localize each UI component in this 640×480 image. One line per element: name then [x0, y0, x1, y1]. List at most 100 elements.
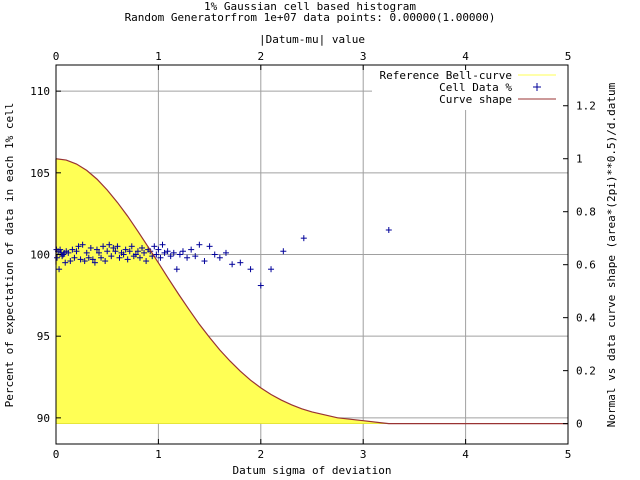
data-point-cell-data-57	[159, 241, 166, 248]
data-point-cell-data-29	[102, 258, 109, 265]
data-point-cell-data-48	[141, 249, 148, 256]
data-point-cell-data-25	[93, 246, 100, 253]
data-point-cell-data-42	[128, 243, 135, 250]
top-axis-label: |Datum-mu| value	[259, 33, 365, 46]
data-point-cell-data-15	[73, 248, 80, 255]
data-point-cell-data-47	[139, 244, 146, 251]
data-point-cell-data-61	[170, 249, 177, 256]
x-tick-label-5: 5	[565, 448, 572, 461]
plot-area	[53, 158, 568, 425]
data-point-cell-data-77	[257, 282, 264, 289]
data-point-cell-data-18	[79, 241, 86, 248]
data-point-cell-data-41	[126, 248, 133, 255]
data-point-cell-data-44	[132, 251, 139, 258]
data-point-cell-data-76	[247, 266, 254, 273]
data-point-cell-data-73	[222, 249, 229, 256]
data-point-cell-data-54	[153, 251, 160, 258]
data-point-cell-data-24	[91, 259, 98, 266]
data-point-cell-data-69	[201, 258, 208, 265]
x2-tick-label-4: 4	[462, 50, 469, 63]
chart-subtitle: Random Generatorfrom 1e+07 data points: …	[125, 11, 496, 24]
data-point-cell-data-9	[62, 259, 69, 266]
data-point-cell-data-22	[87, 244, 94, 251]
data-point-cell-data-38	[120, 251, 127, 258]
data-point-cell-data-67	[192, 253, 199, 260]
legend-label-curve-shape: Curve shape	[439, 93, 512, 106]
y2-tick-label-0-6: 0.6	[576, 259, 596, 272]
data-point-cell-data-39	[122, 246, 129, 253]
data-point-cell-data-40	[124, 256, 131, 263]
x2-tick-label-2: 2	[257, 50, 264, 63]
data-point-cell-data-31	[106, 241, 113, 248]
data-point-cell-data-53	[151, 243, 158, 250]
data-point-cell-data-66	[188, 246, 195, 253]
data-point-cell-data-26	[96, 249, 103, 256]
data-point-cell-data-14	[71, 254, 78, 261]
data-point-cell-data-75	[237, 259, 244, 266]
data-point-cell-data-33	[110, 244, 117, 251]
x2-tick-label-3: 3	[360, 50, 367, 63]
x-tick-label-0: 0	[53, 448, 60, 461]
data-point-cell-data-36	[116, 254, 123, 261]
axis-ticks: 0 1 2 3 4 5 0 1 2 3 4 5 90 95 100 105 110 0 0.2 0.4 0.6 0.8 1 1…	[30, 50, 596, 461]
y2-tick-label-0: 0	[576, 418, 583, 431]
chart-title: 1% Gaussian cell based histogram	[204, 0, 416, 13]
y2-axis-label: Normal vs data curve shape (area*(2pi)**…	[605, 82, 618, 427]
data-point-cell-data-16	[75, 243, 82, 250]
data-point-cell-data-79	[280, 248, 287, 255]
data-point-cell-data-45	[134, 248, 141, 255]
data-point-cell-data-56	[157, 254, 164, 261]
data-point-cell-data-64	[179, 248, 186, 255]
data-point-cell-data-65	[184, 254, 191, 261]
data-point-cell-data-13	[69, 246, 76, 253]
x-tick-label-4: 4	[462, 448, 469, 461]
data-point-cell-data-74	[229, 261, 236, 268]
data-point-cell-data-3	[56, 266, 63, 273]
legend-label-reference-bell-curve: Reference Bell-curve	[380, 69, 512, 82]
data-point-cell-data-71	[211, 251, 218, 258]
data-point-cell-data-32	[108, 253, 115, 260]
y2-tick-label-0-8: 0.8	[576, 206, 596, 219]
data-point-cell-data-20	[83, 249, 90, 256]
data-point-cell-data-28	[100, 243, 107, 250]
x2-tick-label-0: 0	[53, 50, 60, 63]
data-point-cell-data-58	[161, 249, 168, 256]
data-point-cell-data-27	[98, 254, 105, 261]
data-point-cell-data-34	[112, 248, 119, 255]
data-point-cell-data-59	[164, 248, 171, 255]
data-point-cell-data-46	[136, 254, 143, 261]
data-point-cell-data-70	[206, 243, 213, 250]
y2-tick-label-1: 1	[576, 153, 583, 166]
legend-swatch-cell-data	[533, 83, 541, 91]
series-line-curve-shape	[55, 158, 568, 425]
data-point-cell-data-78	[268, 266, 275, 273]
data-point-cell-data-23	[89, 256, 96, 263]
x-tick-label-3: 3	[360, 448, 367, 461]
x-axis-label: Datum sigma of deviation	[233, 464, 392, 477]
data-point-cell-data-62	[173, 266, 180, 273]
legend-label-cell-data: Cell Data %	[439, 81, 512, 94]
data-point-cell-data-80	[300, 235, 307, 242]
y2-tick-label-0-4: 0.4	[576, 312, 596, 325]
data-point-cell-data-60	[167, 253, 174, 260]
data-point-cell-data-49	[143, 258, 150, 265]
y2-tick-label-1-2: 1.2	[576, 100, 596, 113]
y-tick-label-105: 105	[30, 167, 50, 180]
data-point-cell-data-30	[104, 248, 111, 255]
y-tick-label-90: 90	[37, 412, 50, 425]
y2-tick-label-0-2: 0.2	[576, 365, 596, 378]
y-tick-label-95: 95	[37, 330, 50, 343]
data-point-cell-data-72	[216, 254, 223, 261]
data-point-cell-data-19	[81, 258, 88, 265]
data-point-cell-data-17	[77, 256, 84, 263]
data-point-cell-data-4	[57, 246, 64, 253]
data-point-cell-data-68	[196, 241, 203, 248]
data-point-cell-data-55	[155, 246, 162, 253]
data-point-cell-data-12	[67, 258, 74, 265]
data-point-cell-data-81	[385, 226, 392, 233]
x2-tick-label-5: 5	[565, 50, 572, 63]
x2-tick-label-1: 1	[155, 50, 162, 63]
data-point-cell-data-1	[54, 254, 61, 261]
data-point-cell-data-63	[176, 251, 183, 258]
